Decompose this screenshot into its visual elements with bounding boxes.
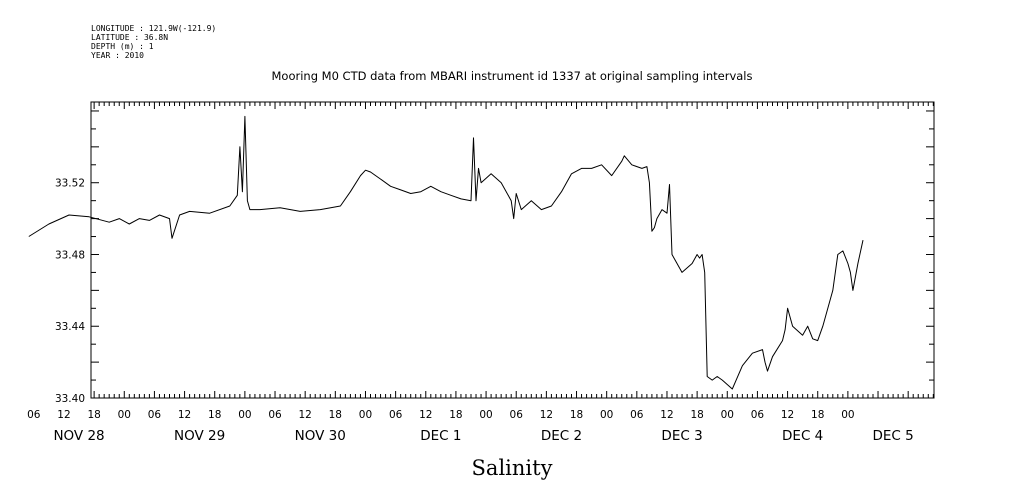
- x-tick-label: 18: [87, 409, 100, 421]
- x-day-label: NOV 30: [295, 428, 346, 444]
- x-tick-label: 00: [841, 409, 854, 421]
- x-day-label: DEC 3: [661, 428, 702, 444]
- x-tick-label: 18: [811, 409, 824, 421]
- y-tick-label: 33.52: [55, 178, 85, 190]
- x-tick-label: 12: [781, 409, 794, 421]
- plot-frame: [90, 101, 935, 399]
- x-axis-day-labels: NOV 28 NOV 29 NOV 30 DEC 1 DEC 2 DEC 3 DEC 4 DE…: [53, 428, 913, 444]
- x-tick-label: 00: [238, 409, 251, 421]
- x-tick-label: 18: [570, 409, 583, 421]
- y-axis-labels: 33.40 33.44 33.48 33.52: [55, 178, 85, 405]
- x-axis-label: Salinity: [472, 456, 553, 480]
- x-tick-label: 00: [359, 409, 372, 421]
- x-day-label: DEC 2: [541, 428, 582, 444]
- meta-longitude: LONGITUDE : 121.9W(-121.9): [91, 24, 216, 33]
- x-tick-label: 06: [268, 409, 282, 421]
- x-tick-label: 18: [329, 409, 342, 421]
- x-tick-label: 06: [148, 409, 162, 421]
- x-day-label: DEC 1: [420, 428, 461, 444]
- x-day-label: NOV 28: [53, 428, 104, 444]
- y-tick-label: 33.40: [55, 393, 85, 405]
- y-tick-label: 33.44: [55, 321, 85, 333]
- x-tick-label: 00: [600, 409, 613, 421]
- x-day-label: DEC 4: [782, 428, 823, 444]
- x-tick-label: 06: [27, 409, 41, 421]
- series-layer: [28, 115, 864, 390]
- meta-depth: DEPTH (m) : 1: [91, 42, 154, 51]
- x-day-label: NOV 29: [174, 428, 225, 444]
- x-tick-label: 12: [298, 409, 311, 421]
- x-tick-label: 00: [721, 409, 734, 421]
- x-tick-label: 12: [419, 409, 432, 421]
- x-tick-label: 12: [57, 409, 70, 421]
- x-tick-label: 18: [208, 409, 221, 421]
- chart-title: Mooring M0 CTD data from MBARI instrumen…: [272, 69, 753, 83]
- y-tick-label: 33.48: [55, 249, 85, 261]
- x-tick-label: 18: [449, 409, 462, 421]
- x-tick-label: 00: [118, 409, 131, 421]
- x-tick-label: 06: [630, 409, 644, 421]
- x-axis-hour-labels: 06 12 18 00 06 12 18 00 06 12 18 00 06 12 18 00 06 12 18 00…: [27, 409, 854, 421]
- x-tick-label: 12: [178, 409, 191, 421]
- meta-year: YEAR : 2010: [91, 51, 144, 60]
- x-tick-label: 06: [751, 409, 765, 421]
- axis-ticks: [91, 102, 934, 399]
- meta-latitude: LATITUDE : 36.8N: [91, 33, 168, 42]
- x-tick-label: 18: [690, 409, 703, 421]
- x-tick-label: 12: [540, 409, 553, 421]
- x-tick-label: 06: [510, 409, 524, 421]
- x-tick-label: 00: [479, 409, 492, 421]
- series-line-salinity: [28, 115, 864, 390]
- x-tick-label: 12: [660, 409, 673, 421]
- x-tick-label: 06: [389, 409, 403, 421]
- x-day-label: DEC 5: [872, 428, 913, 444]
- header-meta: LONGITUDE : 121.9W(-121.9) LATITUDE : 36…: [91, 24, 216, 60]
